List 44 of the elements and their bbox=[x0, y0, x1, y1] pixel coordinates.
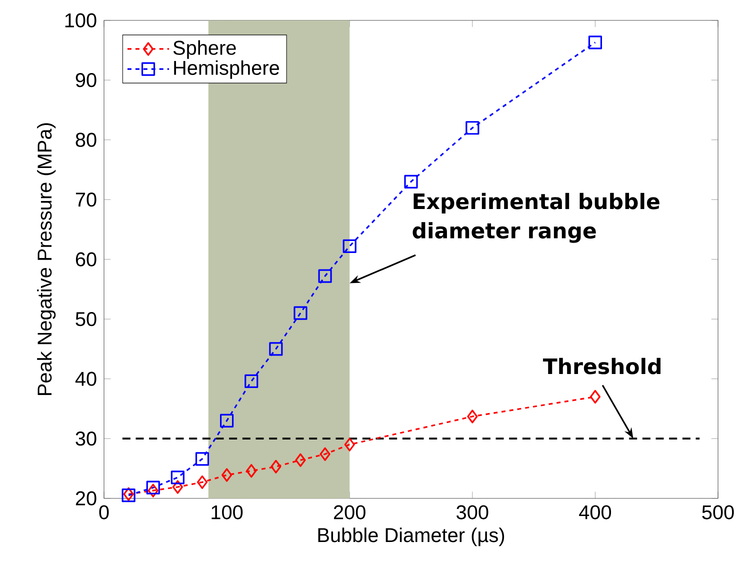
point bbox=[172, 480, 183, 494]
point bbox=[294, 306, 308, 320]
point bbox=[196, 475, 208, 490]
x-tick-label: 200 bbox=[334, 505, 366, 520]
point bbox=[246, 464, 257, 478]
point bbox=[467, 410, 478, 424]
point bbox=[244, 374, 258, 388]
y-tick-label: 90 bbox=[76, 73, 96, 88]
point bbox=[269, 342, 283, 356]
y-tick-label: 80 bbox=[76, 132, 96, 147]
legend-label: Hemisphere bbox=[174, 60, 280, 79]
point bbox=[295, 453, 306, 467]
y-axis-title: Peak Negative Pressure (MPa) bbox=[37, 123, 56, 396]
y-tick-label: 70 bbox=[76, 192, 96, 207]
x-tick-label: 0 bbox=[99, 505, 109, 520]
y-tick-label: 30 bbox=[76, 432, 96, 446]
point bbox=[146, 480, 160, 494]
x-tick-label: 100 bbox=[212, 505, 243, 520]
point bbox=[220, 414, 234, 428]
point bbox=[344, 438, 355, 452]
legend-label: Sphere bbox=[173, 40, 236, 59]
band-label: Experimental bubble diameter range bbox=[412, 192, 660, 243]
point bbox=[195, 452, 210, 466]
point bbox=[404, 174, 418, 188]
point bbox=[588, 36, 602, 50]
point bbox=[320, 447, 330, 461]
x-tick-label: 300 bbox=[456, 505, 488, 520]
point bbox=[170, 470, 184, 484]
y-tick-label: 20 bbox=[76, 491, 96, 506]
y-tick-label: 60 bbox=[76, 252, 96, 266]
point bbox=[466, 121, 480, 135]
y-tick-label: 40 bbox=[75, 372, 96, 386]
y-tick-label: 100 bbox=[65, 13, 96, 28]
point bbox=[222, 468, 232, 482]
point bbox=[318, 269, 332, 283]
point bbox=[590, 390, 601, 404]
x-tick-label: 400 bbox=[579, 505, 612, 520]
point bbox=[148, 484, 158, 498]
point bbox=[342, 239, 356, 253]
point bbox=[270, 460, 282, 474]
x-axis-title: Bubble Diameter (µs) bbox=[318, 528, 504, 546]
x-tick-label: 500 bbox=[702, 505, 734, 520]
ref-line-label: Threshold bbox=[542, 358, 660, 374]
y-tick-label: 50 bbox=[76, 312, 96, 326]
